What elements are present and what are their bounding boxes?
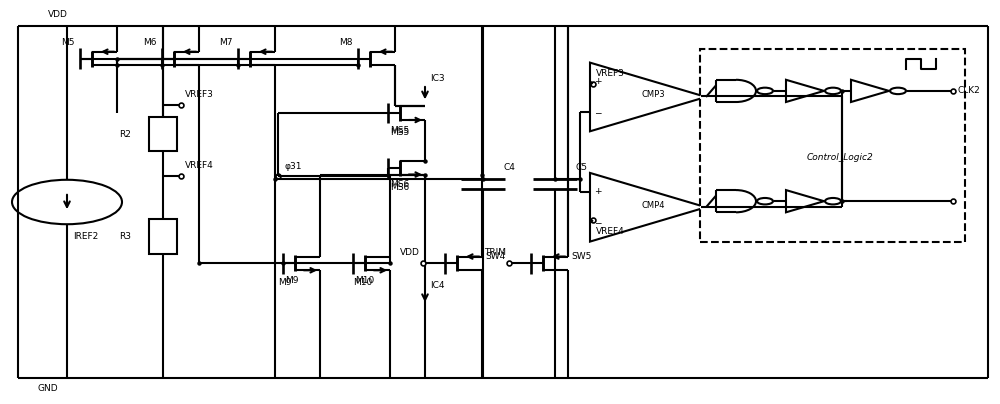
Text: MS6: MS6: [390, 180, 409, 189]
Text: VDD: VDD: [400, 248, 420, 257]
Bar: [149, 219, 177, 254]
Text: M10: M10: [353, 278, 372, 287]
Text: M10: M10: [355, 276, 374, 285]
Text: VDD: VDD: [48, 11, 68, 19]
Text: VREF4: VREF4: [185, 161, 214, 170]
Text: −: −: [594, 218, 602, 227]
Text: C5: C5: [575, 163, 587, 172]
Text: Control_Logic2: Control_Logic2: [807, 153, 873, 162]
Text: IREF2: IREF2: [73, 232, 98, 241]
Text: SW5: SW5: [571, 252, 591, 261]
Text: MS5: MS5: [390, 126, 409, 135]
Text: GND: GND: [38, 384, 59, 393]
Text: VREF3: VREF3: [185, 90, 214, 99]
Bar: [149, 117, 177, 151]
Text: +: +: [594, 77, 602, 86]
Text: CMP3: CMP3: [641, 90, 665, 99]
Text: φ31: φ31: [284, 162, 302, 171]
Text: CLK2: CLK2: [958, 86, 981, 95]
FancyBboxPatch shape: [700, 49, 965, 242]
Text: M9: M9: [278, 278, 291, 287]
Text: MS5: MS5: [390, 128, 409, 137]
Text: M7: M7: [220, 38, 233, 47]
Text: M8: M8: [340, 38, 353, 47]
Text: +: +: [594, 187, 602, 196]
Text: IC3: IC3: [430, 74, 445, 83]
Text: VREF4: VREF4: [596, 227, 625, 236]
Text: CMP4: CMP4: [641, 201, 665, 210]
Text: C4: C4: [503, 163, 515, 172]
Text: IC4: IC4: [430, 281, 444, 290]
Text: M9: M9: [285, 276, 298, 285]
Text: VREF3: VREF3: [596, 69, 625, 78]
Text: MS6: MS6: [390, 183, 409, 191]
Text: M5: M5: [62, 38, 75, 47]
Text: R2: R2: [119, 130, 131, 139]
Text: R3: R3: [119, 232, 131, 241]
Text: TRIM: TRIM: [484, 248, 506, 257]
Text: M6: M6: [144, 38, 157, 47]
Text: −: −: [594, 108, 602, 117]
Text: SW4: SW4: [485, 252, 505, 261]
